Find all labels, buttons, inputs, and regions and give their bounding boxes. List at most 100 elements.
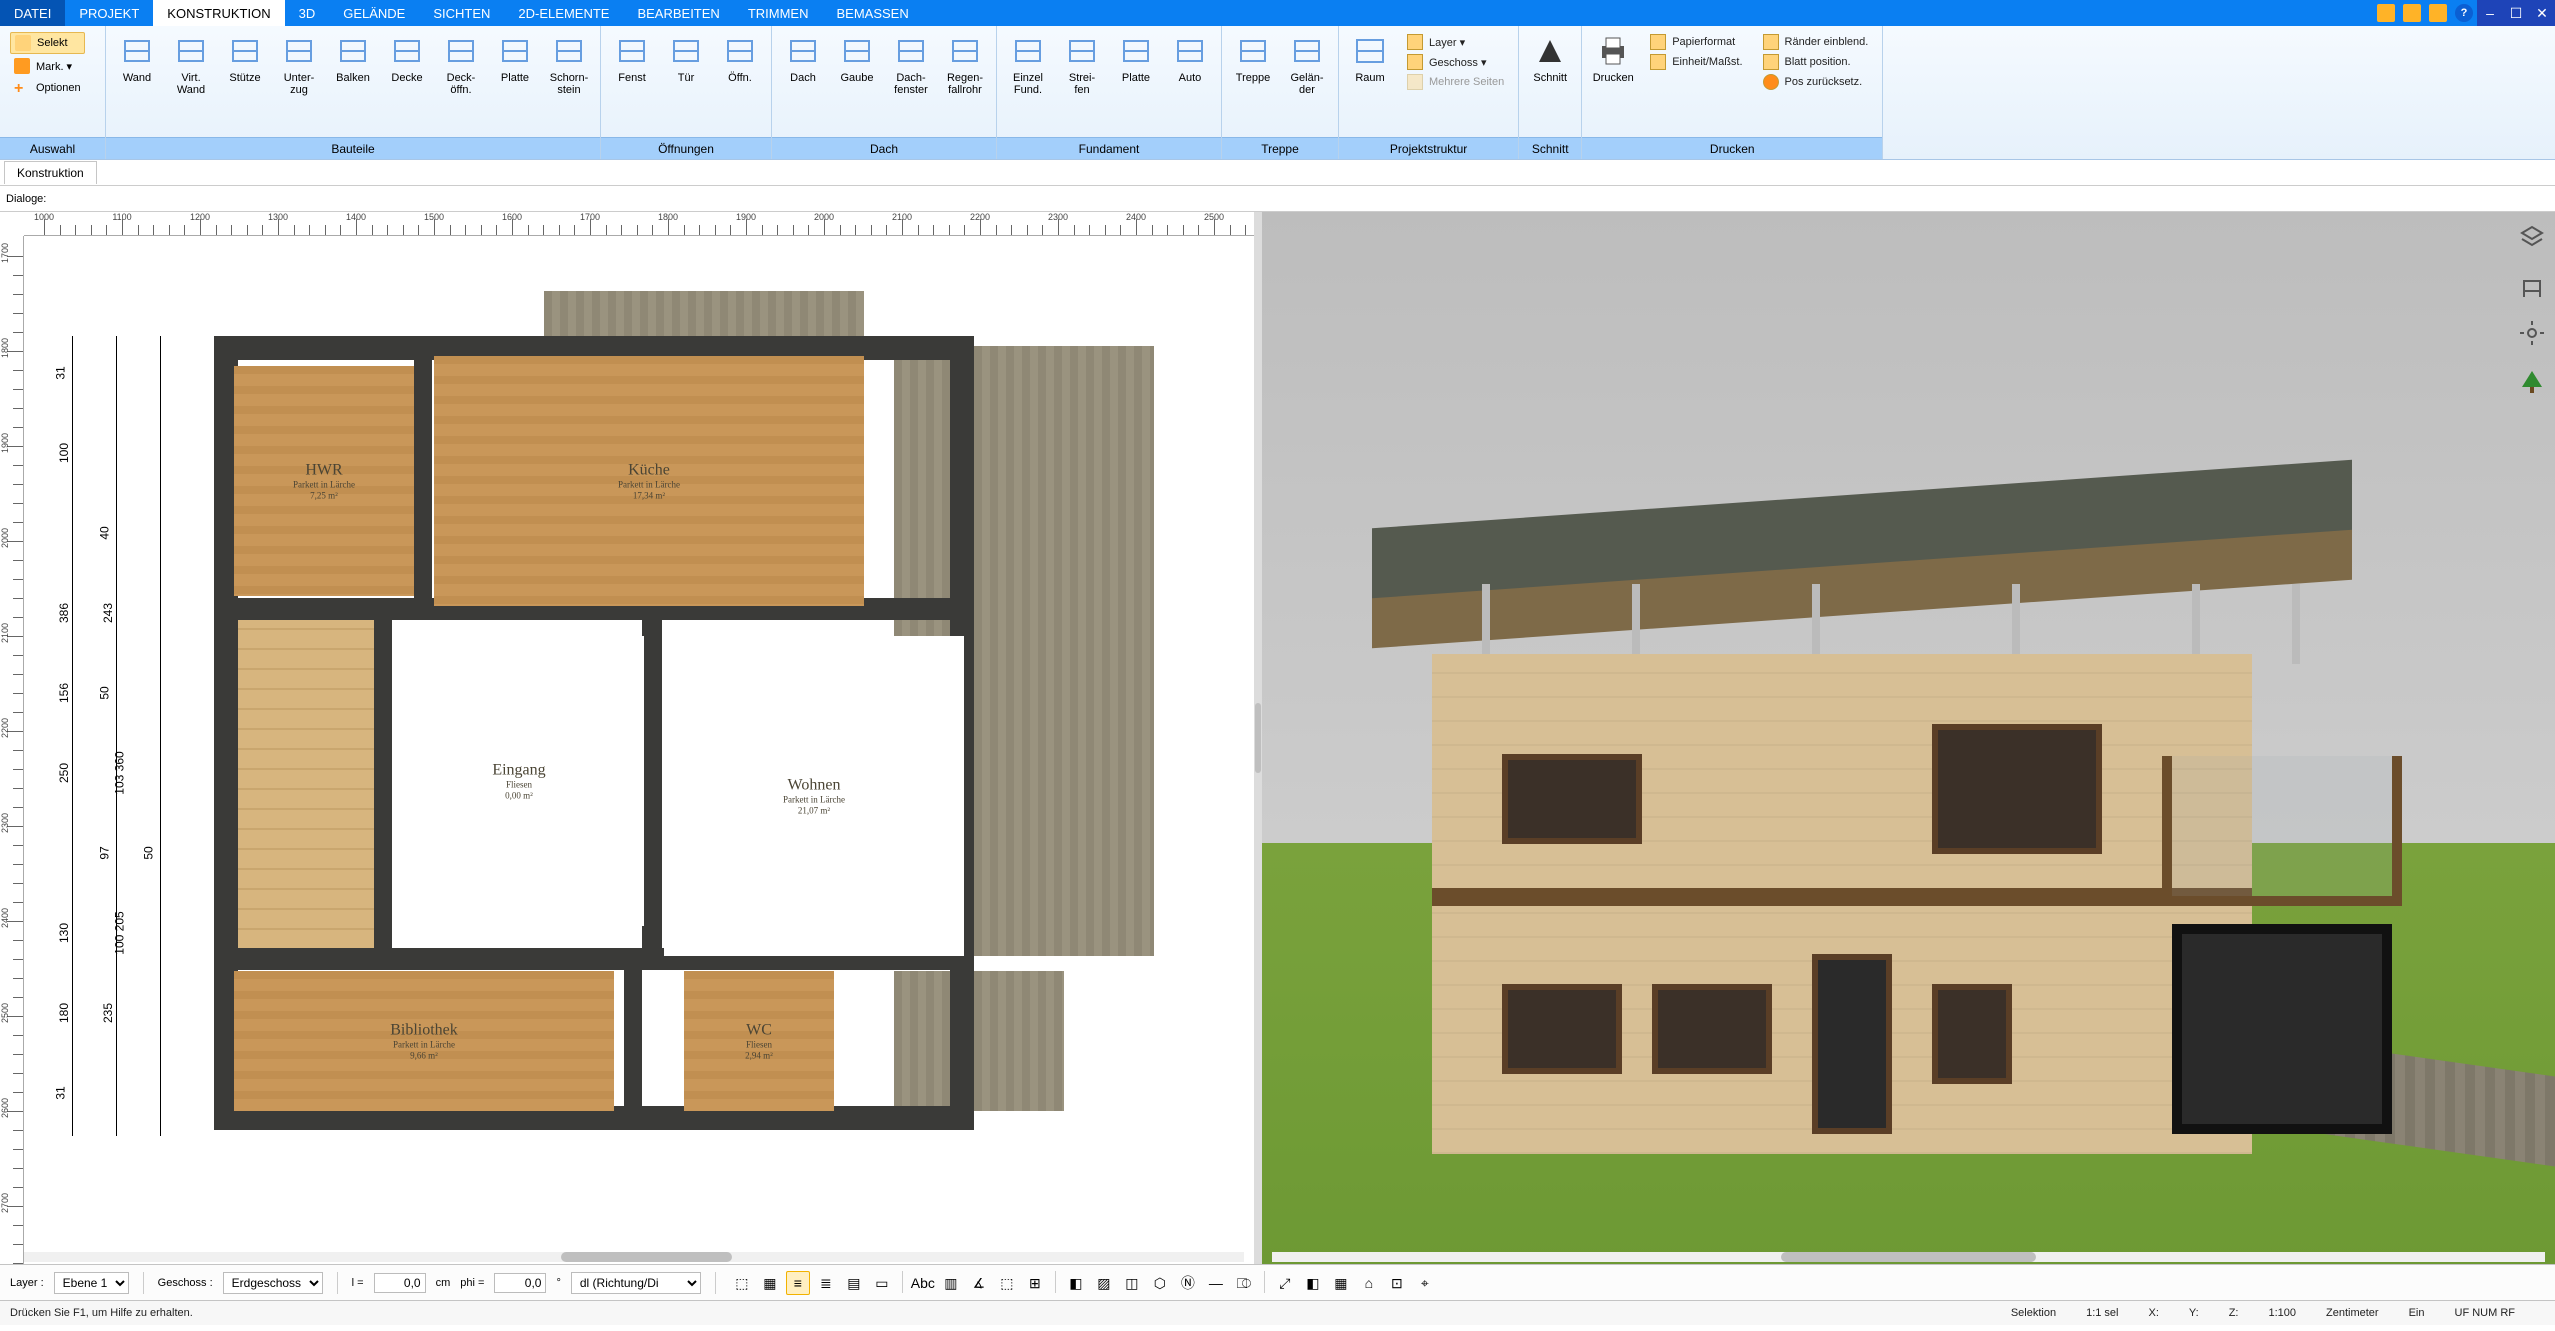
opt-mehrere-seiten[interactable]: Mehrere Seiten bbox=[1407, 74, 1504, 90]
toolbar-icon-11[interactable]: ◧ bbox=[1064, 1271, 1088, 1295]
btn-mark[interactable]: Mark. ▾ bbox=[10, 56, 85, 76]
room-eingang[interactable]: EingangFliesen0,00 m² bbox=[394, 636, 644, 926]
btn-bauteil-6[interactable]: Deck- öffn. bbox=[434, 30, 488, 100]
menu-sichten[interactable]: SICHTEN bbox=[419, 0, 504, 26]
toolbar-icon-22[interactable]: ⊡ bbox=[1385, 1271, 1409, 1295]
btn-dach-2[interactable]: Dach- fenster bbox=[884, 30, 938, 100]
3d-tool-orbit-icon[interactable] bbox=[2515, 316, 2549, 350]
toolbar-icon-6[interactable]: Abc bbox=[911, 1271, 935, 1295]
btn-treppe-1[interactable]: Gelän- der bbox=[1280, 30, 1334, 100]
floorplan-canvas[interactable]: HWRParkett in Lärche7,25 m²KücheParkett … bbox=[24, 236, 1254, 1264]
opt-geschoss[interactable]: Geschoss ▾ bbox=[1407, 54, 1504, 70]
layer-select[interactable]: Ebene 1 bbox=[54, 1272, 129, 1294]
toolbar-icon-3[interactable]: ≣ bbox=[814, 1271, 838, 1295]
opt-einheit[interactable]: Einheit/Maßst. bbox=[1650, 54, 1742, 70]
group-oeffnungen: FenstTürÖffn. Öffnungen bbox=[601, 26, 772, 159]
menu-bemassen[interactable]: BEMASSEN bbox=[822, 0, 922, 26]
tool-icon-1[interactable] bbox=[2373, 0, 2399, 26]
btn-fundament-2[interactable]: Platte bbox=[1109, 30, 1163, 88]
btn-bauteil-0[interactable]: Wand bbox=[110, 30, 164, 88]
btn-bauteil-1[interactable]: Virt. Wand bbox=[164, 30, 218, 100]
tool-icon-3[interactable] bbox=[2425, 0, 2451, 26]
btn-dach-0[interactable]: Dach bbox=[776, 30, 830, 88]
menu-3d[interactable]: 3D bbox=[285, 0, 330, 26]
pane-2d-floorplan[interactable]: 1000110012001300140015001600170018001900… bbox=[0, 212, 1254, 1264]
length-input[interactable] bbox=[374, 1273, 426, 1293]
room-wohnen[interactable]: WohnenParkett in Lärche21,07 m² bbox=[664, 636, 964, 956]
pane-3d-view[interactable] bbox=[1262, 212, 2555, 1264]
btn-bauteil-4[interactable]: Balken bbox=[326, 30, 380, 88]
btn-bauteil-8[interactable]: Schorn- stein bbox=[542, 30, 596, 100]
toolbar-icon-19[interactable]: ◧ bbox=[1301, 1271, 1325, 1295]
toolbar-icon-16[interactable]: — bbox=[1204, 1271, 1228, 1295]
btn-raum[interactable]: Raum bbox=[1343, 30, 1397, 88]
btn-oeffnung-1[interactable]: Tür bbox=[659, 30, 713, 88]
phi-input[interactable] bbox=[494, 1273, 546, 1293]
menu-datei[interactable]: DATEI bbox=[0, 0, 65, 26]
btn-bauteil-3[interactable]: Unter- zug bbox=[272, 30, 326, 100]
scrollbar-horizontal-3d[interactable] bbox=[1272, 1252, 2545, 1262]
toolbar-icon-2[interactable]: ≡ bbox=[786, 1271, 810, 1295]
menu-projekt[interactable]: PROJEKT bbox=[65, 0, 153, 26]
room-bibliothek[interactable]: BibliothekParkett in Lärche9,66 m² bbox=[234, 971, 614, 1111]
window-maximize[interactable]: ☐ bbox=[2503, 0, 2529, 26]
opt-raender[interactable]: Ränder einblend. bbox=[1763, 34, 1869, 50]
toolbar-icon-14[interactable]: ⬡ bbox=[1148, 1271, 1172, 1295]
toolbar-icon-8[interactable]: ∡ bbox=[967, 1271, 991, 1295]
toolbar-icon-9[interactable]: ⬚ bbox=[995, 1271, 1019, 1295]
menu-trimmen[interactable]: TRIMMEN bbox=[734, 0, 823, 26]
3d-tool-furniture-icon[interactable] bbox=[2515, 268, 2549, 302]
scrollbar-horizontal[interactable] bbox=[24, 1252, 1244, 1262]
toolbar-icon-1[interactable]: ▦ bbox=[758, 1271, 782, 1295]
btn-dach-3[interactable]: Regen- fallrohr bbox=[938, 30, 992, 100]
btn-schnitt[interactable]: Schnitt bbox=[1523, 30, 1577, 88]
btn-optionen[interactable]: +Optionen bbox=[10, 78, 85, 98]
pane-splitter[interactable] bbox=[1254, 212, 1262, 1264]
btn-oeffnung-2[interactable]: Öffn. bbox=[713, 30, 767, 88]
room-wc[interactable]: WCFliesen2,94 m² bbox=[684, 971, 834, 1111]
3d-tool-layers-icon[interactable] bbox=[2515, 220, 2549, 254]
geschoss-select[interactable]: Erdgeschoss bbox=[223, 1272, 323, 1294]
menu-gelaende[interactable]: GELÄNDE bbox=[329, 0, 419, 26]
toolbar-icon-10[interactable]: ⊞ bbox=[1023, 1271, 1047, 1295]
btn-dach-1[interactable]: Gaube bbox=[830, 30, 884, 88]
toolbar-icon-5[interactable]: ▭ bbox=[870, 1271, 894, 1295]
room-kueche[interactable]: KücheParkett in Lärche17,34 m² bbox=[434, 356, 864, 606]
menu-konstruktion[interactable]: KONSTRUKTION bbox=[153, 0, 284, 26]
btn-fundament-0[interactable]: Einzel Fund. bbox=[1001, 30, 1055, 100]
toolbar-icon-4[interactable]: ▤ bbox=[842, 1271, 866, 1295]
btn-selekt[interactable]: Selekt bbox=[10, 32, 85, 54]
btn-bauteil-2[interactable]: Stütze bbox=[218, 30, 272, 88]
3d-tool-tree-icon[interactable] bbox=[2515, 364, 2549, 398]
tool-icon-2[interactable] bbox=[2399, 0, 2425, 26]
btn-fundament-3[interactable]: Auto bbox=[1163, 30, 1217, 88]
btn-bauteil-5[interactable]: Decke bbox=[380, 30, 434, 88]
opt-blatt-position[interactable]: Blatt position. bbox=[1763, 54, 1869, 70]
btn-fundament-1[interactable]: Strei- fen bbox=[1055, 30, 1109, 100]
btn-drucken[interactable]: Drucken bbox=[1586, 30, 1640, 88]
opt-layer[interactable]: Layer ▾ bbox=[1407, 34, 1504, 50]
help-icon[interactable]: ? bbox=[2451, 0, 2477, 26]
room-hwr[interactable]: HWRParkett in Lärche7,25 m² bbox=[234, 366, 414, 596]
toolbar-icon-21[interactable]: ⌂ bbox=[1357, 1271, 1381, 1295]
menu-2delemente[interactable]: 2D-ELEMENTE bbox=[504, 0, 623, 26]
window-close[interactable]: ✕ bbox=[2529, 0, 2555, 26]
toolbar-icon-18[interactable]: ⤢ bbox=[1273, 1271, 1297, 1295]
mode-select[interactable]: dl (Richtung/Di bbox=[571, 1272, 701, 1294]
toolbar-icon-7[interactable]: ▥ bbox=[939, 1271, 963, 1295]
toolbar-icon-17[interactable]: ⎄ bbox=[1232, 1271, 1256, 1295]
menu-bearbeiten[interactable]: BEARBEITEN bbox=[623, 0, 733, 26]
toolbar-icon-20[interactable]: ▦ bbox=[1329, 1271, 1353, 1295]
window-minimize[interactable]: – bbox=[2477, 0, 2503, 26]
tab-konstruktion[interactable]: Konstruktion bbox=[4, 161, 97, 184]
opt-papierformat[interactable]: Papierformat bbox=[1650, 34, 1742, 50]
btn-oeffnung-0[interactable]: Fenst bbox=[605, 30, 659, 88]
toolbar-icon-15[interactable]: Ⓝ bbox=[1176, 1271, 1200, 1295]
btn-bauteil-7[interactable]: Platte bbox=[488, 30, 542, 88]
toolbar-icon-0[interactable]: ⬚ bbox=[730, 1271, 754, 1295]
btn-treppe-0[interactable]: Treppe bbox=[1226, 30, 1280, 88]
toolbar-icon-23[interactable]: ⌖ bbox=[1413, 1271, 1437, 1295]
toolbar-icon-13[interactable]: ◫ bbox=[1120, 1271, 1144, 1295]
opt-pos-zuruecksetzen[interactable]: Pos zurücksetz. bbox=[1763, 74, 1869, 90]
toolbar-icon-12[interactable]: ▨ bbox=[1092, 1271, 1116, 1295]
